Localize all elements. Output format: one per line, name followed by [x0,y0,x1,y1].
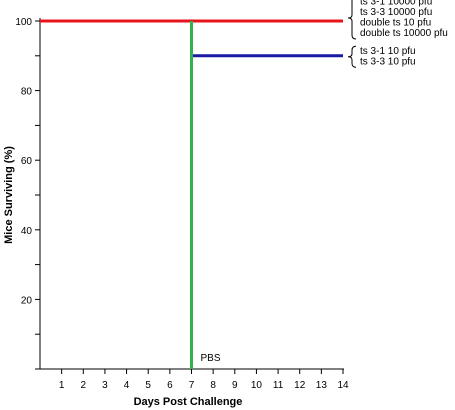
x-tick-label: 1 [59,380,65,391]
x-tick-label: 2 [81,380,87,391]
x-tick-label: 11 [273,380,284,391]
y-tick-label: 100 [15,17,32,28]
x-tick-label: 7 [189,380,195,391]
legend-entry: double ts 10 pfu [360,18,431,29]
legend-entry: ts 3-3 10000 pfu [360,7,432,18]
y-tick-label: 20 [21,295,33,306]
legend-entry: ts 3-1 10 pfu [360,46,416,57]
y-tick-label: 60 [21,156,33,167]
y-tick-label: 40 [21,226,33,237]
annotation-label: PBS [201,353,221,364]
x-tick-label: 12 [294,380,306,391]
x-tick-label: 4 [124,380,130,391]
series-lines [40,19,343,369]
x-tick-label: 10 [251,380,263,391]
x-tick-label: 3 [102,380,108,391]
x-tick-label: 6 [167,380,173,391]
legend-entry: double ts 10000 pfu [360,28,448,39]
legend-entry: ts 3-1 10000 pfu [360,0,432,8]
legend-brace [347,0,357,40]
x-tick-label: 8 [210,380,216,391]
legend-brace [347,45,357,68]
x-tick-label: 13 [316,380,328,391]
annotations: PBS [201,353,221,364]
x-tick-label: 14 [337,380,349,391]
x-tick-label: 5 [145,380,151,391]
x-axis-title: Days Post Challenge [134,396,243,408]
legend-entry: ts 3-3 10 pfu [360,56,416,67]
y-tick-label: 80 [21,87,33,98]
x-tick-label: 9 [232,380,238,391]
y-axis-title: Mice Surviving (%) [3,146,15,244]
